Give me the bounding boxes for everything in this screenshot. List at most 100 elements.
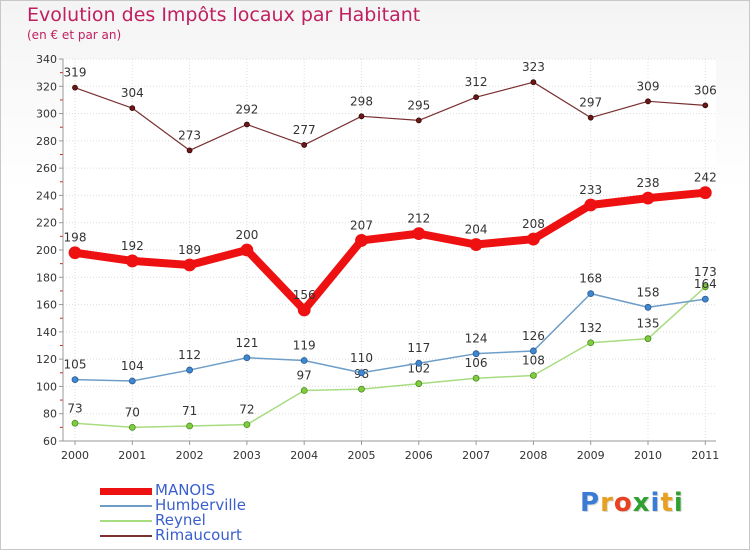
logo-letter: o — [613, 488, 633, 518]
y-tick-label: 160 — [36, 299, 57, 312]
data-point-humberville — [415, 359, 423, 367]
data-point-manois — [355, 234, 368, 247]
data-point-humberville — [530, 347, 537, 355]
x-tick-label: 2004 — [290, 449, 318, 462]
data-point-rimaucourt — [587, 114, 594, 121]
series-line-rimaucourt — [74, 81, 706, 152]
data-label-rimaucourt: 277 — [293, 123, 316, 137]
data-label-reynel: 71 — [182, 404, 197, 418]
data-point-reynel — [300, 387, 308, 394]
data-point-humberville — [587, 290, 595, 298]
data-point-manois — [584, 198, 598, 212]
data-label-rimaucourt: 304 — [121, 86, 144, 100]
series-line-manois — [71, 188, 710, 315]
data-label-manois: 198 — [64, 231, 87, 245]
data-label-rimaucourt: 295 — [407, 98, 430, 112]
data-point-reynel — [243, 421, 251, 429]
data-point-rimaucourt — [358, 113, 365, 120]
data-point-reynel — [71, 419, 79, 427]
y-tick-label: 260 — [36, 162, 57, 175]
x-tick-label: 2003 — [233, 449, 261, 462]
data-label-humberville: 110 — [350, 351, 373, 365]
y-tick-label: 340 — [36, 53, 57, 66]
data-point-rimaucourt — [702, 102, 709, 109]
y-tick-label: 300 — [36, 108, 57, 121]
data-label-humberville: 117 — [407, 341, 430, 355]
y-tick-label: 180 — [36, 271, 57, 284]
data-point-humberville — [644, 303, 652, 311]
data-point-reynel — [186, 422, 194, 430]
data-label-manois: 192 — [121, 239, 144, 253]
data-point-manois — [412, 227, 426, 241]
y-tick-label: 220 — [36, 217, 57, 230]
data-point-humberville — [243, 354, 251, 362]
data-label-reynel: 132 — [579, 321, 602, 335]
data-point-humberville — [358, 369, 365, 377]
x-tick-label: 2000 — [61, 449, 89, 462]
data-point-reynel — [701, 283, 709, 291]
data-point-humberville — [128, 377, 136, 385]
logo-letter: x — [632, 488, 651, 518]
y-tick-label: 140 — [36, 326, 57, 339]
data-label-reynel: 102 — [407, 362, 430, 376]
data-point-humberville — [701, 295, 709, 303]
data-point-rimaucourt — [530, 79, 537, 86]
data-point-manois — [698, 186, 712, 200]
data-label-rimaucourt: 309 — [637, 79, 660, 93]
data-point-rimaucourt — [415, 117, 422, 124]
data-label-humberville: 104 — [121, 359, 144, 373]
logo-letter: r — [600, 488, 614, 518]
data-label-manois: 233 — [579, 183, 602, 197]
data-label-manois: 204 — [465, 223, 488, 237]
legend-swatch-manois — [100, 488, 152, 495]
legend-label-manois: MANOIS — [155, 481, 216, 499]
data-point-rimaucourt — [645, 98, 651, 105]
x-tick-label: 2009 — [577, 449, 605, 462]
x-tick-label: 2007 — [462, 449, 490, 462]
legend-swatch-rimaucourt — [100, 535, 152, 537]
data-point-rimaucourt — [301, 142, 308, 148]
logo-letter: i — [673, 488, 684, 518]
chart-subtitle: (en € et par an) — [27, 28, 122, 42]
data-label-reynel: 106 — [465, 356, 488, 370]
data-point-manois — [527, 232, 540, 246]
data-point-manois — [68, 246, 82, 260]
data-label-manois: 238 — [637, 176, 660, 190]
data-point-manois — [183, 258, 197, 272]
data-label-humberville: 105 — [64, 358, 87, 372]
data-point-reynel — [644, 335, 652, 343]
data-label-reynel: 173 — [694, 265, 717, 279]
data-point-rimaucourt — [129, 105, 136, 112]
data-label-rimaucourt: 292 — [235, 102, 258, 116]
data-point-humberville — [186, 366, 194, 374]
data-label-manois: 212 — [407, 212, 430, 226]
x-tick-label: 2006 — [405, 449, 433, 462]
data-label-manois: 242 — [694, 171, 717, 185]
data-label-rimaucourt: 319 — [64, 66, 87, 80]
data-point-reynel — [128, 423, 136, 431]
data-label-rimaucourt: 297 — [579, 96, 602, 110]
data-point-reynel — [587, 339, 595, 347]
y-tick-label: 100 — [36, 380, 57, 393]
y-tick-label: 120 — [36, 353, 57, 366]
x-tick-label: 2001 — [118, 449, 146, 462]
x-tick-label: 2008 — [519, 449, 547, 462]
data-label-reynel: 135 — [637, 317, 660, 331]
data-label-humberville: 126 — [522, 329, 545, 343]
y-tick-label: 80 — [43, 408, 57, 421]
legend-swatch-reynel — [100, 520, 152, 522]
y-tick-label: 320 — [36, 80, 57, 93]
data-point-humberville — [71, 376, 79, 384]
x-tick-label: 2011 — [691, 449, 719, 462]
data-label-humberville: 158 — [637, 285, 660, 299]
data-label-reynel: 72 — [239, 403, 254, 417]
legend-label-reynel: Reynel — [155, 511, 206, 529]
data-point-reynel — [530, 372, 537, 379]
series-line-reynel — [74, 286, 707, 429]
data-point-manois — [240, 243, 254, 257]
legend-label-humberville: Humberville — [155, 496, 246, 514]
proxiti-logo: Proxiti — [580, 488, 684, 518]
logo-letter: t — [660, 488, 674, 518]
logo-letter: P — [580, 488, 601, 518]
